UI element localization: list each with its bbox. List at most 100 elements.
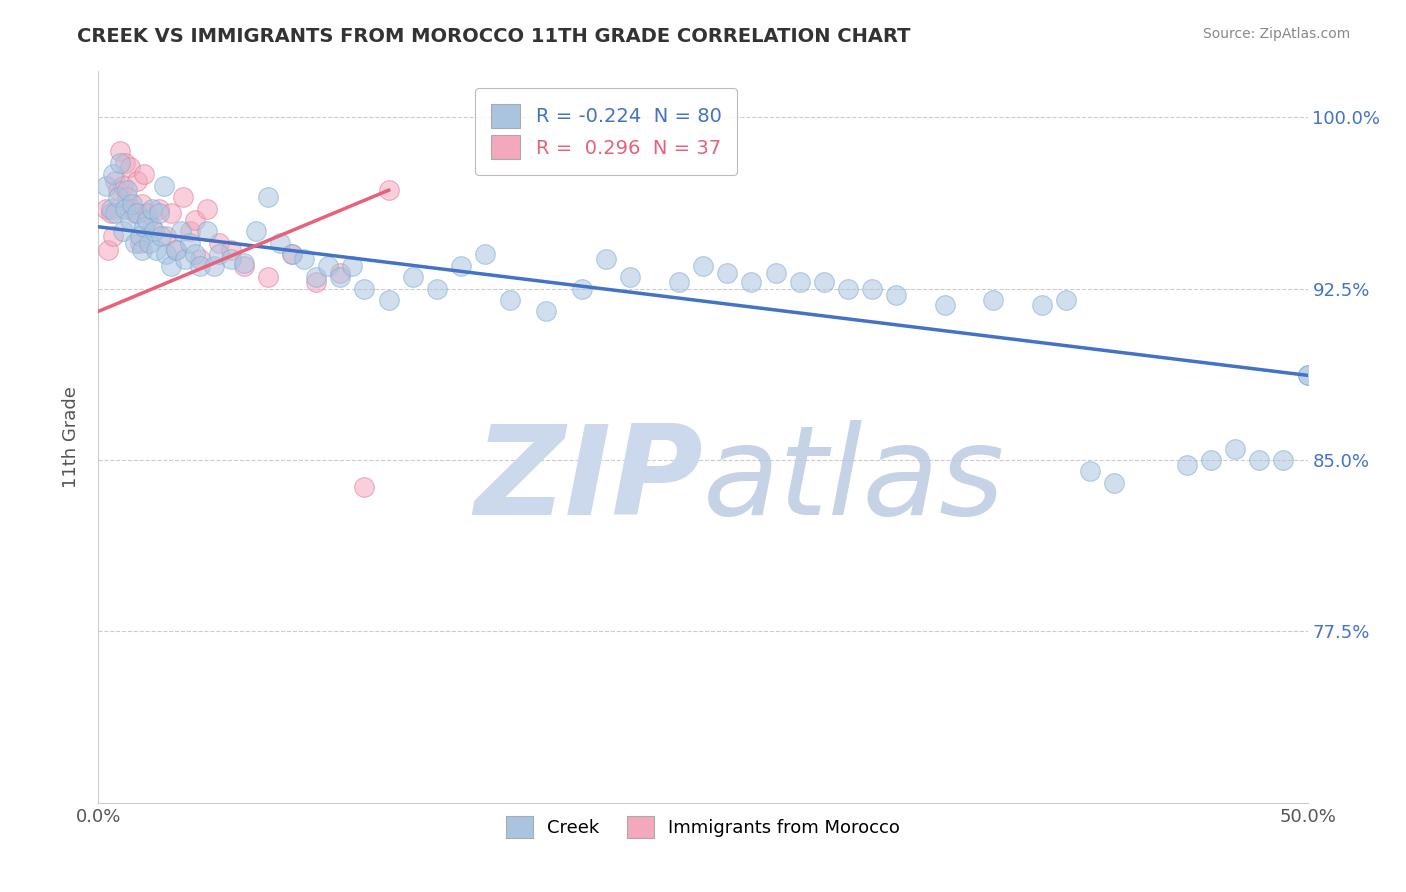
Point: [97, 243, 120, 257]
Point: [232, 259, 254, 273]
Point: [188, 259, 211, 273]
Point: [108, 145, 131, 159]
Point: [121, 202, 143, 216]
Point: [1249, 453, 1271, 467]
Point: [160, 206, 183, 220]
Point: [100, 202, 122, 216]
Point: [221, 243, 243, 257]
Point: [595, 252, 617, 266]
Point: [111, 178, 134, 193]
Point: [128, 235, 150, 250]
Point: [114, 155, 136, 169]
Point: [135, 213, 157, 227]
Point: [981, 293, 1004, 307]
Point: [305, 275, 328, 289]
Point: [184, 213, 207, 227]
Point: [155, 247, 177, 261]
Point: [114, 202, 136, 216]
Point: [329, 265, 352, 279]
Point: [256, 190, 278, 204]
Point: [281, 247, 304, 261]
Point: [165, 243, 187, 257]
Text: Source: ZipAtlas.com: Source: ZipAtlas.com: [1202, 27, 1350, 41]
Point: [108, 155, 131, 169]
Point: [179, 235, 201, 250]
Point: [668, 275, 690, 289]
Point: [128, 228, 150, 243]
Point: [534, 304, 557, 318]
Point: [208, 235, 231, 250]
Point: [765, 265, 787, 279]
Point: [1031, 297, 1053, 311]
Point: [474, 247, 496, 261]
Point: [124, 235, 146, 250]
Text: ZIP: ZIP: [474, 420, 703, 541]
Point: [141, 219, 163, 234]
Point: [269, 235, 291, 250]
Point: [281, 247, 304, 261]
Point: [886, 288, 908, 302]
Point: [1102, 475, 1125, 490]
Point: [134, 219, 156, 234]
Point: [184, 247, 207, 261]
Point: [342, 259, 364, 273]
Point: [292, 252, 315, 266]
Point: [94, 202, 117, 216]
Point: [789, 275, 811, 289]
Point: [127, 206, 149, 220]
Point: [1199, 453, 1222, 467]
Point: [94, 178, 117, 193]
Point: [426, 281, 449, 295]
Point: [1296, 368, 1319, 383]
Text: atlas: atlas: [703, 420, 1005, 541]
Point: [740, 275, 762, 289]
Point: [124, 206, 146, 220]
Point: [571, 281, 593, 295]
Point: [619, 270, 641, 285]
Point: [934, 297, 956, 311]
Point: [329, 270, 352, 285]
Point: [169, 224, 191, 238]
Point: [121, 197, 143, 211]
Point: [1175, 458, 1198, 472]
Point: [101, 167, 124, 181]
Point: [245, 224, 267, 238]
Point: [138, 235, 160, 250]
Point: [160, 259, 183, 273]
Point: [1223, 442, 1246, 456]
Point: [127, 174, 149, 188]
Point: [305, 270, 328, 285]
Point: [450, 259, 472, 273]
Point: [172, 190, 194, 204]
Point: [117, 190, 139, 204]
Point: [377, 183, 399, 197]
Point: [107, 183, 129, 197]
Point: [353, 281, 375, 295]
Point: [118, 213, 141, 227]
Text: CREEK VS IMMIGRANTS FROM MOROCCO 11TH GRADE CORRELATION CHART: CREEK VS IMMIGRANTS FROM MOROCCO 11TH GR…: [77, 27, 911, 45]
Y-axis label: 11th Grade: 11th Grade: [62, 386, 80, 488]
Point: [221, 252, 243, 266]
Point: [498, 293, 520, 307]
Point: [179, 224, 201, 238]
Point: [155, 228, 177, 243]
Point: [232, 256, 254, 270]
Point: [1078, 464, 1101, 478]
Point: [402, 270, 425, 285]
Point: [152, 178, 174, 193]
Point: [188, 252, 211, 266]
Point: [813, 275, 835, 289]
Point: [148, 202, 170, 216]
Point: [143, 224, 166, 238]
Point: [134, 167, 156, 181]
Point: [174, 252, 197, 266]
Point: [353, 480, 375, 494]
Point: [377, 293, 399, 307]
Point: [208, 247, 231, 261]
Point: [1054, 293, 1077, 307]
Point: [100, 206, 122, 220]
Point: [1272, 453, 1295, 467]
Point: [118, 161, 141, 175]
Point: [716, 265, 738, 279]
Point: [131, 243, 153, 257]
